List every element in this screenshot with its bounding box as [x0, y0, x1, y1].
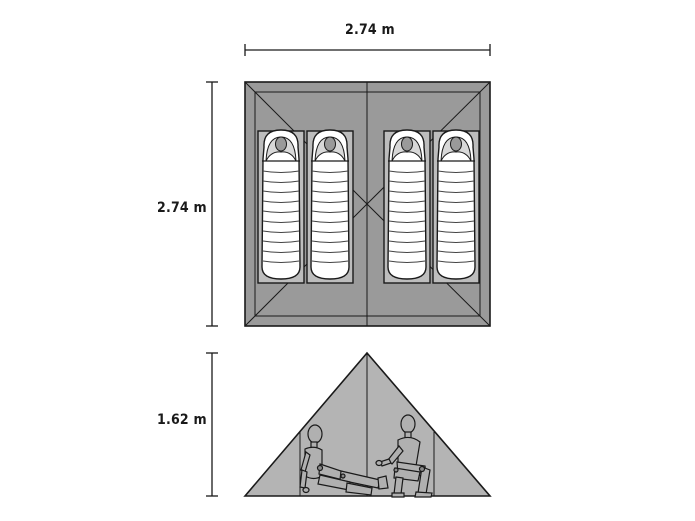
wooden-mannequin-icon [375, 414, 433, 498]
sleeping-bag-person-icon [257, 129, 305, 284]
depth-dimension-line [206, 81, 218, 327]
depth-dimension-label: 2.74 m [157, 200, 207, 216]
sleeping-bag-person-icon [383, 129, 431, 284]
wooden-mannequin-icon [299, 424, 389, 496]
width-dimension-line [244, 44, 491, 56]
height-dimension-label: 1.62 m [157, 412, 207, 428]
width-dimension-label: 2.74 m [345, 22, 395, 38]
height-dimension-line [206, 352, 218, 497]
sleeping-bag-person-icon [432, 129, 480, 284]
sleeping-bag-person-icon [306, 129, 354, 284]
tent-floor-plan [244, 81, 491, 327]
tent-side-elevation [243, 351, 492, 498]
